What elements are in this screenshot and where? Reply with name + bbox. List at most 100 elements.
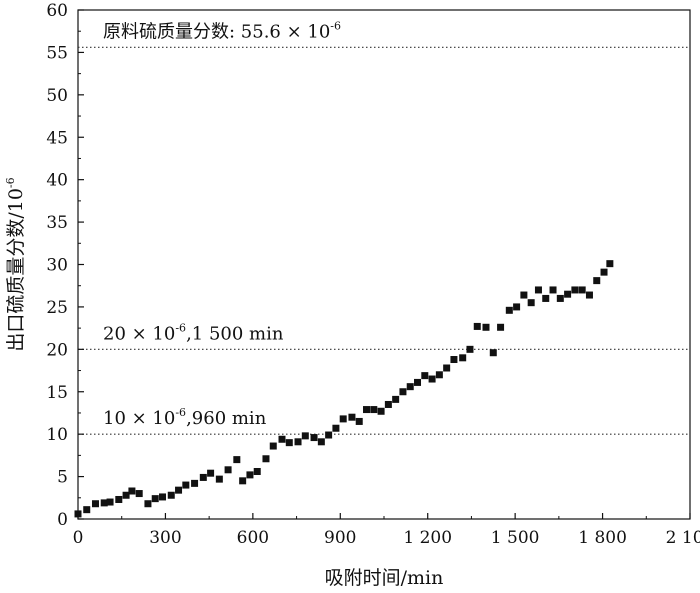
plot-frame (77, 9, 691, 520)
data-point (600, 268, 608, 276)
data-point (207, 469, 215, 477)
y-tick-label: 35 (46, 213, 68, 233)
data-point (135, 490, 143, 498)
data-point (262, 455, 270, 463)
data-point (106, 498, 114, 506)
y-axis-title: 出口硫质量分数/10-6 (4, 177, 27, 351)
data-point (325, 431, 333, 439)
y-tick-label: 20 (46, 340, 68, 360)
data-point (473, 322, 481, 330)
data-point (301, 432, 309, 440)
x-axis-title: 吸附时间/min (325, 567, 444, 589)
data-point (571, 286, 579, 294)
data-point (317, 438, 325, 446)
y-tick-label: 40 (46, 171, 68, 191)
data-point (285, 439, 293, 447)
reference-label: 20 × 10-6,1 500 min (103, 321, 284, 344)
data-point (310, 434, 318, 442)
data-point (199, 473, 207, 481)
data-point (593, 277, 601, 285)
data-point (443, 364, 451, 372)
x-tick-label: 1 500 (491, 528, 540, 548)
reference-label-text: 原料硫质量分数: 55.6 × 10 (103, 21, 330, 42)
data-point (406, 383, 414, 391)
reference-label-exponent: -6 (175, 406, 186, 419)
x-tick-label: 1 800 (578, 528, 627, 548)
y-tick-label: 10 (46, 425, 68, 445)
data-point (435, 371, 443, 379)
data-point (527, 299, 535, 307)
y-tick-label: 0 (57, 510, 68, 530)
data-point (542, 294, 550, 302)
x-tick-label: 2 100 (666, 528, 700, 548)
data-point (100, 499, 108, 507)
data-point (482, 323, 490, 331)
x-tick-label: 1 200 (403, 528, 452, 548)
data-point (144, 500, 152, 508)
y-tick-label: 60 (46, 1, 68, 21)
x-tick-label: 0 (73, 528, 84, 548)
data-point (421, 372, 429, 380)
y-tick-label: 30 (46, 256, 68, 276)
y-tick-label: 50 (46, 86, 68, 106)
data-point (159, 493, 167, 501)
data-point (513, 303, 521, 311)
data-point (348, 413, 356, 421)
data-point (74, 510, 82, 518)
data-point (332, 424, 340, 432)
data-point (489, 349, 497, 357)
data-point (294, 438, 302, 446)
reference-label-suffix: ,960 min (186, 408, 267, 429)
x-tick-label: 900 (324, 528, 356, 548)
y-tick-label: 5 (57, 468, 68, 488)
data-point (233, 456, 241, 464)
data-point (384, 400, 392, 408)
data-point (363, 406, 371, 414)
reference-label-suffix: ,1 500 min (186, 323, 284, 344)
data-point (224, 466, 232, 474)
reference-label: 原料硫质量分数: 55.6 × 10-6 (103, 19, 341, 42)
data-point (339, 415, 347, 423)
data-point (377, 407, 385, 415)
y-axis-title-exponent: -6 (4, 177, 17, 188)
reference-label-text: 20 × 10 (103, 323, 175, 344)
data-point (585, 291, 593, 299)
data-point (175, 486, 183, 494)
data-point (392, 395, 400, 403)
data-point (122, 491, 130, 499)
data-point (564, 290, 572, 298)
data-point (91, 500, 99, 508)
y-tick-label: 55 (46, 43, 68, 63)
data-point (556, 294, 564, 302)
y-axis-ticks: 0 5 10 15 20 25 30 35 40 45 50 55 60 (46, 1, 84, 530)
data-point (520, 291, 528, 299)
data-point (370, 406, 378, 414)
x-tick-label: 600 (237, 528, 269, 548)
data-point (578, 286, 586, 294)
data-point (182, 481, 190, 489)
data-point (253, 467, 261, 475)
data-point (246, 471, 254, 479)
data-point (399, 388, 407, 396)
reference-label-exponent: -6 (330, 19, 341, 32)
data-point (151, 495, 159, 503)
y-tick-label: 25 (46, 298, 68, 318)
y-tick-label: 45 (46, 128, 68, 148)
reference-labels: 原料硫质量分数: 55.6 × 10-620 × 10-6,1 500 min1… (103, 19, 341, 429)
data-point (278, 435, 286, 443)
reference-label-text: 10 × 10 (103, 408, 175, 429)
data-point (269, 442, 277, 450)
data-point (505, 306, 513, 314)
data-point (167, 491, 175, 499)
data-points (74, 260, 614, 518)
data-point (606, 260, 614, 268)
data-point (355, 417, 363, 425)
x-axis-ticks: 0 300 600 900 1 200 1 500 1 800 2 100 (73, 513, 700, 548)
data-point (115, 495, 123, 503)
x-tick-label: 300 (149, 528, 181, 548)
data-point (450, 356, 458, 364)
reference-label: 10 × 10-6,960 min (103, 406, 267, 429)
data-point (128, 487, 136, 495)
data-point (497, 323, 505, 331)
